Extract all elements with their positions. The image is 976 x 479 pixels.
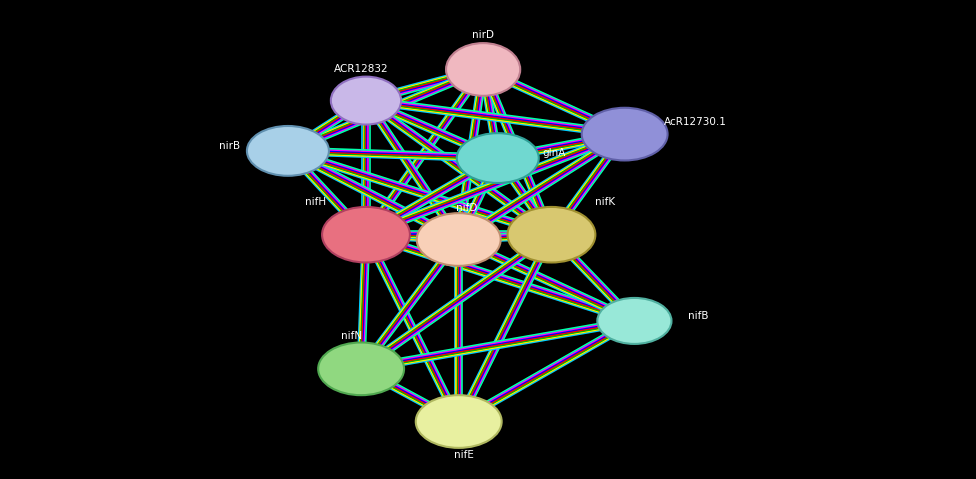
Text: nifK: nifK bbox=[595, 197, 615, 207]
Ellipse shape bbox=[318, 342, 404, 395]
Text: nifH: nifH bbox=[305, 197, 326, 207]
Text: nifN: nifN bbox=[341, 331, 362, 341]
Text: nifE: nifE bbox=[454, 450, 473, 460]
Ellipse shape bbox=[417, 213, 501, 266]
Text: nirD: nirD bbox=[472, 30, 494, 40]
Text: nirB: nirB bbox=[219, 141, 240, 151]
Ellipse shape bbox=[416, 395, 502, 448]
Text: ACR12832: ACR12832 bbox=[334, 65, 388, 74]
Text: AcR12730.1: AcR12730.1 bbox=[664, 117, 726, 127]
Ellipse shape bbox=[446, 43, 520, 96]
Ellipse shape bbox=[247, 126, 329, 176]
Text: nifB: nifB bbox=[687, 311, 709, 321]
Ellipse shape bbox=[597, 298, 671, 344]
Ellipse shape bbox=[457, 133, 539, 183]
Ellipse shape bbox=[582, 108, 668, 160]
Text: glnA: glnA bbox=[543, 148, 566, 158]
Text: nifD: nifD bbox=[456, 204, 477, 213]
Ellipse shape bbox=[331, 77, 401, 125]
Ellipse shape bbox=[508, 207, 595, 262]
Ellipse shape bbox=[322, 207, 410, 262]
